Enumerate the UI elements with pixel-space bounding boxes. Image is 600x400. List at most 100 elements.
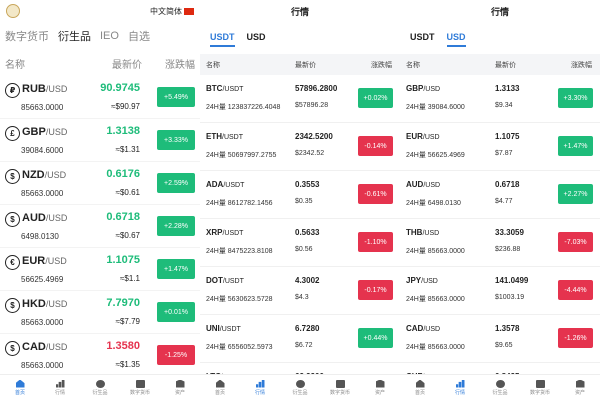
- change-badge[interactable]: +0.02%: [358, 88, 393, 108]
- list-item[interactable]: JPY/USD 24H量 85663.0000 141.0499 $1003.19 -4…: [400, 267, 600, 315]
- symbol: CAD: [406, 324, 424, 333]
- quote-currency: /USD: [45, 256, 67, 266]
- quote-currency: /USD: [45, 342, 68, 352]
- category-tab[interactable]: 自选: [127, 31, 150, 43]
- list-item[interactable]: UNI/USDT 24H量 6556052.5973 6.7280 $6.72 +0.4…: [200, 315, 400, 363]
- list-item[interactable]: GBP/USD 24H量 39084.6000 1.3133 $9.34 +3.30%: [400, 75, 600, 123]
- list-item[interactable]: THB/USD 24H量 85663.0000 33.3059 $236.88 -7.0…: [400, 219, 600, 267]
- change-badge[interactable]: +3.33%: [157, 130, 195, 150]
- list-item[interactable]: $ NZD/USD 85663.0000 0.6176 ≈$0.61 +2.59%: [0, 162, 200, 205]
- tab-item[interactable]: 行情: [40, 375, 80, 400]
- change-badge[interactable]: +0.44%: [358, 328, 393, 348]
- pair-symbol: HKD/USD: [22, 298, 67, 310]
- category-tab[interactable]: 衍生品: [58, 31, 91, 43]
- header-price: 最新价: [495, 62, 516, 69]
- list-item[interactable]: CAD/USD 24H量 85663.0000 1.3578 $9.65 -1.26%: [400, 315, 600, 363]
- tab-usd[interactable]: USD: [246, 32, 266, 42]
- tab-item[interactable]: 衍生品: [280, 375, 320, 400]
- volume: 24H量 8612782.1456: [206, 200, 273, 207]
- list-item[interactable]: DOT/USDT 24H量 5630623.5728 4.3002 $4.3 -0.17…: [200, 267, 400, 315]
- change-badge[interactable]: -1.10%: [358, 232, 393, 252]
- change-badge[interactable]: +2.59%: [157, 173, 195, 193]
- tab-label: 首页: [14, 389, 25, 396]
- list-item[interactable]: BTC/USDT 24H量 123837226.4048 57896.2800 $57…: [200, 75, 400, 123]
- tab-item[interactable]: 衍生品: [80, 375, 120, 400]
- tab-item[interactable]: 资产: [160, 375, 200, 400]
- change-badge[interactable]: +1.47%: [157, 259, 195, 279]
- fiat-price: $4.3: [295, 294, 309, 301]
- list-item[interactable]: ETH/USDT 24H量 50697997.2755 2342.5200 $2342…: [200, 123, 400, 171]
- category-tab[interactable]: 数字货币: [5, 31, 49, 43]
- fiat-price: $4.77: [495, 198, 513, 205]
- list-item[interactable]: $ AUD/USD 6498.0130 0.6718 ≈$0.67 +2.28%: [0, 205, 200, 248]
- list-item[interactable]: AUD/USD 24H量 6498.0130 0.6718 $4.77 +2.27%: [400, 171, 600, 219]
- category-tab[interactable]: IEO: [100, 30, 119, 42]
- quote-currency: /USDT: [219, 326, 241, 333]
- tab-item[interactable]: 首页: [200, 375, 240, 400]
- quote-currency: /USD: [423, 86, 441, 93]
- tab-item[interactable]: 资产: [560, 375, 600, 400]
- fiat-price: ≈$0.61: [115, 188, 140, 197]
- currency-icon: $: [5, 169, 20, 184]
- tab-item[interactable]: 行情: [240, 375, 280, 400]
- fiat-price: $7.87: [495, 150, 513, 157]
- fiat-price: ≈$7.79: [115, 317, 140, 326]
- pair-symbol: AUD/USD: [406, 180, 440, 189]
- symbol: UNI: [206, 324, 220, 333]
- change-badge[interactable]: -1.25%: [157, 345, 195, 365]
- list-item[interactable]: € EUR/USD 56625.4969 1.1075 ≈$1.1 +1.47%: [0, 248, 200, 291]
- symbol: XRP: [206, 228, 223, 237]
- list-item[interactable]: ₽ RUB/USD 85663.0000 90.9745 ≈$90.97 +5.49%: [0, 76, 200, 119]
- tab-item[interactable]: 首页: [0, 375, 40, 400]
- fiat-price: ≈$90.97: [111, 102, 140, 111]
- market-list: BTC/USDT 24H量 123837226.4048 57896.2800 $57…: [200, 75, 400, 400]
- change-badge[interactable]: +5.49%: [157, 87, 195, 107]
- last-price: 33.3059: [495, 228, 524, 237]
- change-badge[interactable]: -7.03%: [558, 232, 593, 252]
- tab-usdt[interactable]: USDT: [410, 32, 435, 42]
- tab-usd[interactable]: USD: [446, 32, 466, 47]
- change-badge[interactable]: -0.17%: [358, 280, 393, 300]
- change-badge[interactable]: +2.28%: [157, 216, 195, 236]
- derivatives-panel: 中文简体 数字货币 衍生品 IEO 自选 名称 最新价 涨跌幅 ₽ RUB/USD 856…: [0, 0, 200, 400]
- tab-item[interactable]: 资产: [360, 375, 400, 400]
- pair-symbol: THB/USD: [406, 228, 439, 237]
- top-bar: 中文简体: [0, 0, 200, 22]
- list-item[interactable]: ADA/USDT 24H量 8612782.1456 0.3553 $0.35 -0.6…: [200, 171, 400, 219]
- tab-item[interactable]: 首页: [400, 375, 440, 400]
- change-badge[interactable]: -0.61%: [358, 184, 393, 204]
- change-badge[interactable]: -4.44%: [558, 280, 593, 300]
- tab-item[interactable]: 数字货币: [120, 375, 160, 400]
- tab-item[interactable]: 衍生品: [480, 375, 520, 400]
- header-change: 涨跌幅: [571, 62, 592, 69]
- tab-item[interactable]: 行情: [440, 375, 480, 400]
- change-badge[interactable]: +3.30%: [558, 88, 593, 108]
- bottom-tab-bar: 首页 行情 衍生品 数字货币 资产: [400, 374, 600, 400]
- wallet-icon: [535, 379, 545, 388]
- list-header: 名称 最新价 涨跌幅: [0, 50, 200, 76]
- change-badge[interactable]: +2.27%: [558, 184, 593, 204]
- list-item[interactable]: £ GBP/USD 39084.6000 1.3138 ≈$1.31 +3.33%: [0, 119, 200, 162]
- chart-icon: [455, 379, 465, 388]
- tab-item[interactable]: 数字货币: [320, 375, 360, 400]
- quote-currency: /USD: [421, 278, 438, 285]
- list-item[interactable]: EUR/USD 24H量 56625.4969 1.1075 $7.87 +1.47%: [400, 123, 600, 171]
- language-selector[interactable]: 中文简体: [150, 6, 194, 17]
- page-title: 行情: [490, 7, 509, 17]
- change-badge[interactable]: +0.01%: [157, 302, 195, 322]
- last-price: 141.0499: [495, 276, 529, 285]
- currency-icon: $: [5, 212, 20, 227]
- list-item[interactable]: $ HKD/USD 85663.0000 7.7970 ≈$7.79 +0.01%: [0, 291, 200, 334]
- tab-usdt[interactable]: USDT: [210, 32, 235, 47]
- change-badge[interactable]: -0.14%: [358, 136, 393, 156]
- pair-symbol: DOT/USDT: [206, 276, 244, 285]
- symbol: CAD: [22, 341, 46, 353]
- list-item[interactable]: XRP/USDT 24H量 8475223.8108 0.5633 $0.56 -1.1…: [200, 219, 400, 267]
- change-badge[interactable]: -1.26%: [558, 328, 593, 348]
- chart-icon: [255, 379, 265, 388]
- pair-symbol: BTC/USDT: [206, 84, 243, 93]
- change-badge[interactable]: +1.47%: [558, 136, 593, 156]
- list-item[interactable]: $ CAD/USD 85663.0000 1.3580 ≈$1.35 -1.25%: [0, 334, 200, 377]
- pair-symbol: AUD/USD: [22, 212, 67, 224]
- tab-item[interactable]: 数字货币: [520, 375, 560, 400]
